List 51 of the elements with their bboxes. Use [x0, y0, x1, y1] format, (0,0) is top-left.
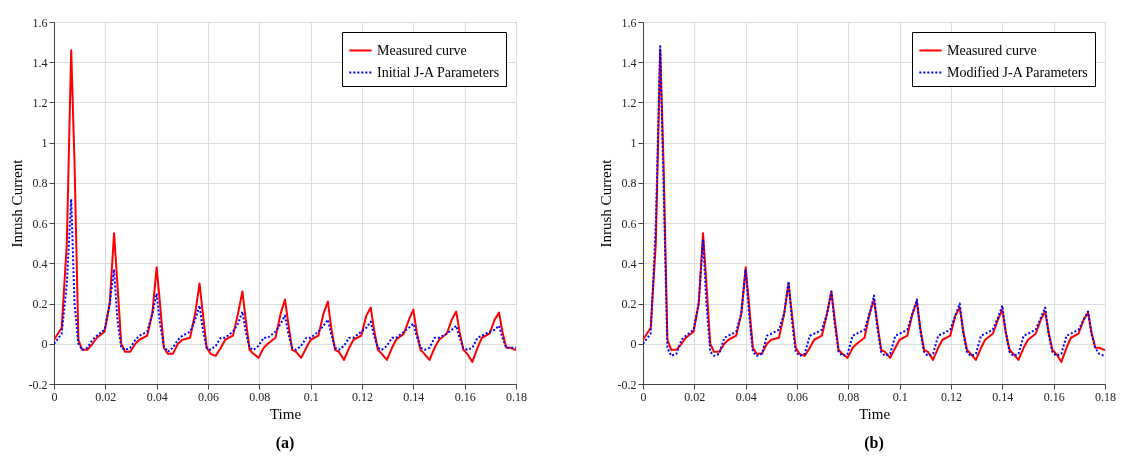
- y-tick-label: 0.8: [621, 176, 637, 191]
- y-tick-label: 1.6: [32, 15, 48, 30]
- x-tick-label: 0: [51, 389, 58, 404]
- y-tick-label: 0.8: [32, 176, 48, 191]
- x-tick-label: 0.12: [941, 389, 962, 404]
- y-tick-label: 0: [41, 337, 48, 352]
- y-tick-label: 1.2: [32, 95, 48, 110]
- y-axis-title: Inrush Current: [8, 158, 25, 248]
- x-tick-label: 0: [640, 389, 647, 404]
- y-tick-label: -0.2: [617, 377, 637, 392]
- y-tick-label: 0.4: [32, 256, 48, 271]
- legend-label: Initial J-A Parameters: [377, 64, 500, 80]
- y-tick-label: 1.2: [621, 95, 637, 110]
- y-tick-label: -0.2: [28, 377, 48, 392]
- text: (b): [864, 434, 884, 452]
- y-tick-label: 1: [630, 136, 637, 151]
- x-tick-label: 0.18: [1095, 389, 1116, 404]
- text: (a): [275, 434, 295, 452]
- x-tick-label: 0.1: [303, 389, 319, 404]
- y-tick-label: 0.4: [621, 256, 637, 271]
- legend-label: Measured curve: [947, 42, 1037, 58]
- y-tick-label: 1.4: [32, 55, 48, 70]
- x-tick-label: 0.06: [198, 389, 219, 404]
- x-tick-label: 0.04: [146, 389, 168, 404]
- x-axis-title: Time: [269, 405, 302, 422]
- x-tick-label: 0.02: [684, 389, 706, 404]
- x-tick-label: 0.1: [892, 389, 908, 404]
- y-tick-label: 0.2: [32, 297, 48, 312]
- legend-label: Measured curve: [377, 42, 467, 58]
- x-tick-label: 0.02: [95, 389, 117, 404]
- legend-label: Modified J-A Parameters: [947, 64, 1088, 80]
- y-tick-label: 0.6: [32, 216, 48, 231]
- x-tick-label: 0.04: [735, 389, 757, 404]
- y-tick-label: 1.4: [621, 55, 637, 70]
- x-tick-label: 0.12: [352, 389, 373, 404]
- x-axis-title: Time: [858, 405, 891, 422]
- x-tick-label: 0.06: [787, 389, 808, 404]
- y-axis-title: Inrush Current: [597, 158, 614, 248]
- x-tick-label: 0.18: [506, 389, 527, 404]
- y-tick-label: 1: [41, 136, 48, 151]
- x-tick-label: 0.16: [454, 389, 476, 404]
- y-tick-label: 0.2: [621, 297, 637, 312]
- x-tick-label: 0.08: [249, 389, 271, 404]
- y-tick-label: 0: [630, 337, 637, 352]
- line-series: [54, 197, 516, 353]
- x-tick-label: 0.14: [992, 389, 1014, 404]
- x-tick-label: 0.08: [838, 389, 860, 404]
- y-tick-label: 0.6: [621, 216, 637, 231]
- x-tick-label: 0.16: [1043, 389, 1065, 404]
- x-tick-label: 0.14: [403, 389, 425, 404]
- y-tick-label: 1.6: [621, 15, 637, 30]
